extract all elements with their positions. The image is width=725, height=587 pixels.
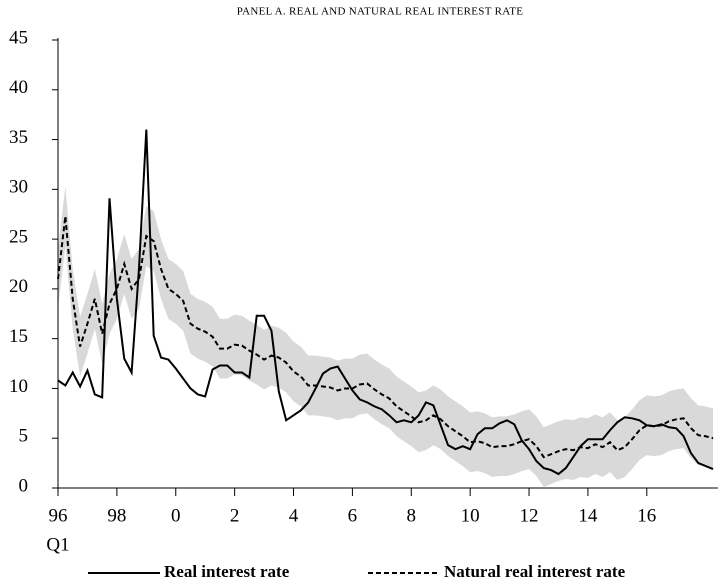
y-tick-label: 10 xyxy=(9,376,28,397)
y-tick-label: 35 xyxy=(9,127,28,148)
confidence-band xyxy=(58,186,714,488)
y-tick-label: 45 xyxy=(9,27,28,48)
x-tick-label: 4 xyxy=(289,505,299,526)
y-tick-label: 40 xyxy=(9,77,28,98)
x-tick-label: 6 xyxy=(348,505,358,526)
x-tick-label: 0 xyxy=(171,505,181,526)
x-tick-label: 8 xyxy=(407,505,417,526)
series-line xyxy=(57,216,714,459)
x-tick-label: 12 xyxy=(520,505,539,526)
y-tick-label: 20 xyxy=(9,276,28,297)
legend-label: Natural real interest rate xyxy=(444,562,626,581)
x-tick-label: 98 xyxy=(107,505,126,526)
x-tick-label: 96 xyxy=(49,505,68,526)
x-tick-label: 2 xyxy=(230,505,240,526)
x-tick-label: 14 xyxy=(578,505,598,526)
y-tick-label: 5 xyxy=(19,426,29,447)
y-tick-label: 30 xyxy=(9,177,28,198)
chart-title: PANEL A. REAL AND NATURAL REAL INTEREST … xyxy=(237,6,524,18)
y-tick-label: 25 xyxy=(9,226,28,247)
x-tick-label: 10 xyxy=(461,505,480,526)
x-sublabel: Q1 xyxy=(46,534,69,555)
x-tick-label: 16 xyxy=(637,505,656,526)
series-line xyxy=(57,129,714,476)
legend-label: Real interest rate xyxy=(164,562,290,581)
y-tick-label: 0 xyxy=(19,475,29,496)
y-tick-label: 15 xyxy=(9,326,28,347)
